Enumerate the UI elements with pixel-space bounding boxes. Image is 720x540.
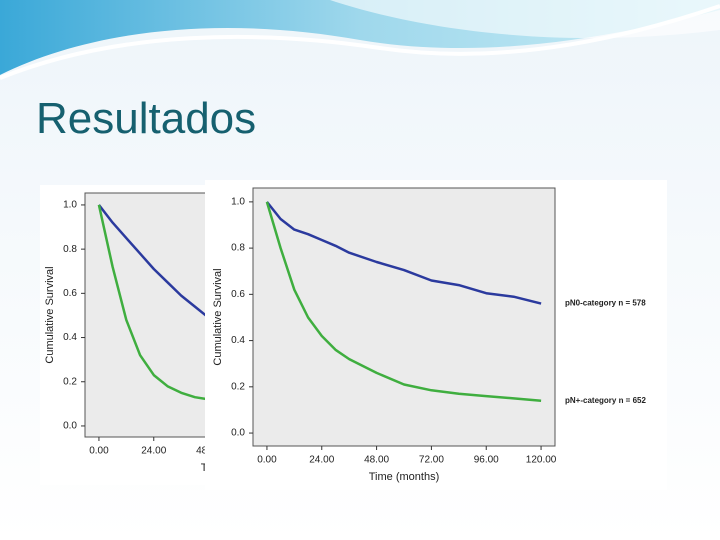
y-tick-label: 0.2	[231, 381, 245, 392]
x-axis-label: Time (months)	[369, 471, 440, 483]
x-tick-label: 72.00	[419, 455, 444, 466]
series-label: pN+-category n = 652	[565, 396, 646, 405]
y-tick-label: 0.2	[63, 376, 77, 387]
charts: 0.0 0.2 0.4 0.6 0.8 1.0 0.00 24.00 48.00 Time (mo…	[40, 180, 667, 490]
series-label: pN0-category n = 578	[565, 299, 646, 308]
survival-curve	[97, 204, 209, 401]
plot-area	[252, 187, 556, 447]
y-tick-label: 0.6	[231, 289, 245, 300]
x-tick-label: 0.00	[257, 455, 277, 466]
header-highlight	[330, 0, 720, 39]
y-tick-label: 0.8	[63, 244, 77, 255]
y-axis-label: Cumulative Survival	[212, 268, 224, 365]
survival-curve	[265, 201, 542, 305]
x-tick-label: 0.00	[89, 446, 109, 457]
slide-title: Resultados	[36, 94, 256, 143]
survival-curve	[97, 204, 210, 319]
survival-curve	[265, 201, 542, 402]
x-tick-label: 96.00	[474, 455, 499, 466]
y-tick-label: 0.0	[231, 428, 245, 439]
y-axis-label: Cumulative Survival	[44, 266, 56, 363]
y-tick-label: 0.6	[63, 288, 77, 299]
y-tick-label: 1.0	[231, 197, 245, 208]
y-tick-label: 0.4	[63, 332, 77, 343]
x-tick-label: 48.00	[364, 455, 389, 466]
x-tick-label: 120.00	[526, 455, 557, 466]
y-tick-label: 1.0	[63, 200, 77, 211]
y-tick-label: 0.8	[231, 243, 245, 254]
x-tick-label: 24.00	[309, 455, 334, 466]
y-tick-label: 0.4	[231, 335, 245, 346]
chart: 0.0 0.2 0.4 0.6 0.8 1.0 0.00 24.00 48.00 72.00 96.…	[205, 180, 667, 490]
y-tick-label: 0.0	[63, 421, 77, 432]
x-tick-label: 24.00	[141, 446, 166, 457]
